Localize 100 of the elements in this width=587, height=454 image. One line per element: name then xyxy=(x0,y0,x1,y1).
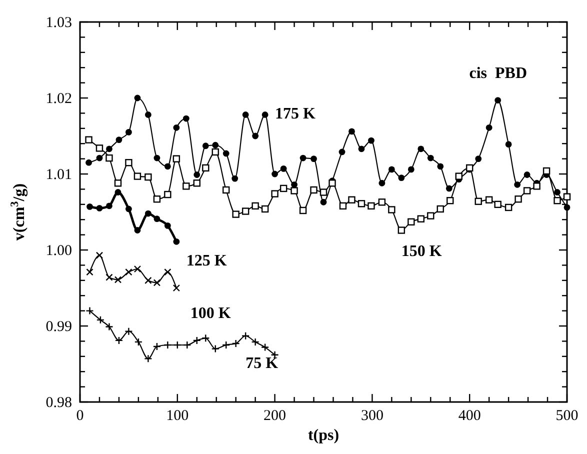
point xyxy=(523,187,531,194)
point xyxy=(232,210,240,218)
x-axis-title: t(ps) xyxy=(308,427,340,444)
point xyxy=(126,129,132,136)
point xyxy=(173,340,182,350)
y-tick-label: 1.03 xyxy=(46,15,72,31)
point xyxy=(290,187,298,194)
point xyxy=(86,159,92,166)
point xyxy=(222,186,230,194)
point xyxy=(125,268,132,276)
point xyxy=(116,136,122,143)
point xyxy=(388,166,395,173)
x-tick-label: 400 xyxy=(458,408,481,424)
point xyxy=(85,136,92,144)
point xyxy=(455,172,462,180)
point xyxy=(533,182,540,190)
point xyxy=(114,180,122,187)
point xyxy=(153,279,161,286)
point xyxy=(106,202,112,210)
point xyxy=(96,252,104,259)
series-label: 150 K xyxy=(401,243,442,260)
y-tick-label: 0.99 xyxy=(46,319,72,335)
y-tick-label: 1.02 xyxy=(46,91,72,107)
point xyxy=(437,163,444,170)
point xyxy=(126,206,132,212)
point xyxy=(202,164,210,172)
point xyxy=(358,200,366,208)
point xyxy=(368,137,374,144)
point xyxy=(358,146,365,152)
point xyxy=(388,206,396,214)
point xyxy=(183,340,192,350)
point xyxy=(262,112,268,118)
point xyxy=(554,197,561,204)
point xyxy=(299,206,307,214)
point xyxy=(505,141,512,148)
point xyxy=(164,268,172,276)
x-tick-label: 300 xyxy=(360,408,384,424)
point xyxy=(261,205,269,213)
point xyxy=(378,198,386,206)
point xyxy=(222,340,230,350)
point xyxy=(260,343,270,352)
point xyxy=(320,198,327,206)
point xyxy=(173,124,180,131)
y-tick-label: 1.00 xyxy=(46,243,72,259)
point xyxy=(280,165,287,172)
point xyxy=(96,144,104,152)
point xyxy=(320,188,328,196)
point xyxy=(124,327,133,336)
point xyxy=(418,146,424,152)
point xyxy=(348,128,355,135)
point xyxy=(524,172,530,178)
point xyxy=(232,339,240,348)
point xyxy=(251,338,260,346)
point xyxy=(542,167,550,175)
point xyxy=(144,276,152,284)
x-tick-label: 100 xyxy=(166,408,189,424)
point xyxy=(514,195,522,203)
point xyxy=(446,185,452,192)
x-tick-label: 500 xyxy=(556,408,578,424)
point xyxy=(310,156,317,162)
point xyxy=(300,154,306,162)
point xyxy=(212,148,219,156)
point xyxy=(164,163,171,170)
point xyxy=(338,148,346,156)
series-label: 175 K xyxy=(275,106,316,123)
point xyxy=(96,316,105,324)
point xyxy=(563,193,571,200)
point xyxy=(172,155,180,162)
point xyxy=(134,227,141,234)
point xyxy=(125,159,132,166)
point xyxy=(114,336,124,345)
point xyxy=(114,189,122,196)
point xyxy=(339,202,347,210)
point xyxy=(202,334,210,342)
point xyxy=(328,180,336,187)
y-tick-label: 0.98 xyxy=(46,395,72,411)
x-tick-label: 0 xyxy=(76,408,84,424)
point xyxy=(427,154,434,162)
point xyxy=(494,200,502,208)
point xyxy=(252,202,259,210)
point xyxy=(398,174,405,181)
point xyxy=(164,222,171,229)
point xyxy=(436,205,444,213)
point xyxy=(446,197,454,204)
point xyxy=(272,170,278,178)
point xyxy=(486,124,492,131)
point xyxy=(134,172,142,180)
point xyxy=(182,182,190,190)
point xyxy=(427,212,434,220)
point xyxy=(86,268,94,276)
point xyxy=(475,156,482,162)
point xyxy=(182,115,190,122)
point xyxy=(504,204,512,212)
point xyxy=(144,112,152,118)
point xyxy=(514,181,521,188)
point xyxy=(152,342,162,351)
point xyxy=(106,146,112,152)
point xyxy=(232,175,238,182)
point xyxy=(86,203,93,210)
annotation: cis PBD xyxy=(469,65,527,82)
